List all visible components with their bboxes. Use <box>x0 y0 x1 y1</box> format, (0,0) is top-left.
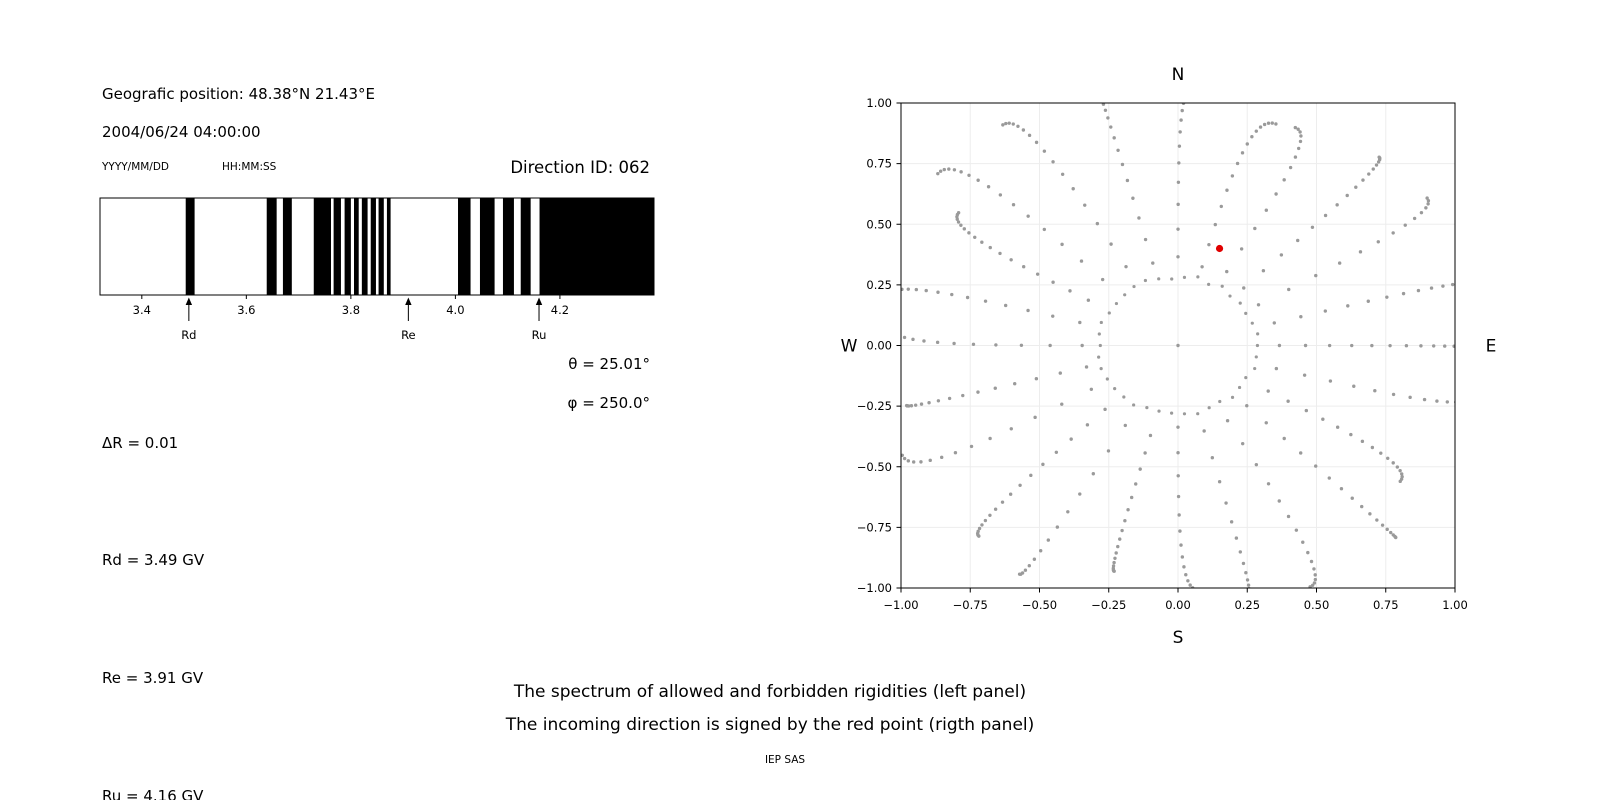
svg-text:4.2: 4.2 <box>551 303 569 317</box>
svg-text:−0.25: −0.25 <box>857 399 892 413</box>
ru-value: Ru = 4.16 GV <box>102 787 204 800</box>
direction-id-text: Direction ID: 062 <box>510 158 650 177</box>
rigidity-spectrum-chart: 3.4 3.6 3.8 4.0 4.2 Rd Re Ru <box>99 197 655 342</box>
parameters-right-column: θ = 25.01° φ = 250.0° <box>99 345 650 424</box>
svg-text:Rd: Rd <box>181 328 196 342</box>
rigidity-spectrum-panel: 3.4 3.6 3.8 4.0 4.2 Rd Re Ru <box>99 197 655 359</box>
svg-text:0.25: 0.25 <box>866 278 892 292</box>
svg-text:0.75: 0.75 <box>866 157 892 171</box>
svg-text:−1.00: −1.00 <box>883 598 918 612</box>
credit-text: IEP SAS <box>764 754 806 766</box>
svg-text:−0.75: −0.75 <box>857 520 892 534</box>
svg-text:E: E <box>1486 337 1497 357</box>
rd-value: Rd = 3.49 GV <box>102 551 205 570</box>
time-format-label: HH:MM:SS <box>222 161 277 173</box>
figure-caption: The spectrum of allowed and forbidden ri… <box>70 676 1470 742</box>
svg-text:3.6: 3.6 <box>237 303 255 317</box>
theta-value: θ = 25.01° <box>568 355 650 373</box>
caption-line-2: The incoming direction is signed by the … <box>505 715 1035 735</box>
svg-text:1.00: 1.00 <box>1442 598 1468 612</box>
svg-text:4.0: 4.0 <box>446 303 464 317</box>
delta-r-value: ΔR = 0.01 <box>102 433 179 452</box>
svg-text:−1.00: −1.00 <box>857 581 892 595</box>
geo-position-text: Geografic position: 48.38°N 21.43°E <box>102 85 375 103</box>
svg-text:0.75: 0.75 <box>1373 598 1399 612</box>
incoming-direction-panel: −1.00 −0.75 −0.50 −0.25 0.00 0.25 0.50 0.75 1.00… <box>830 40 1510 664</box>
svg-text:0.25: 0.25 <box>1234 598 1260 612</box>
svg-text:−0.75: −0.75 <box>953 598 988 612</box>
svg-text:N: N <box>1172 65 1185 85</box>
svg-text:−0.50: −0.50 <box>1022 598 1057 612</box>
svg-text:0.50: 0.50 <box>866 217 892 231</box>
datetime-text: 2004/06/24 04:00:00 <box>102 123 261 141</box>
svg-text:−0.25: −0.25 <box>1091 598 1126 612</box>
re-value: Re = 3.91 GV <box>102 669 204 688</box>
svg-text:3.8: 3.8 <box>342 303 360 317</box>
datetime-format-row: YYYY/MM/DD HH:MM:SS <box>102 161 276 173</box>
svg-text:3.4: 3.4 <box>133 303 151 317</box>
svg-text:1.00: 1.00 <box>866 96 892 110</box>
svg-text:0.50: 0.50 <box>1304 598 1330 612</box>
date-format-label: YYYY/MM/DD <box>102 161 170 173</box>
phi-value: φ = 250.0° <box>567 394 650 413</box>
svg-text:S: S <box>1173 628 1184 648</box>
svg-text:0.00: 0.00 <box>1165 598 1191 612</box>
svg-text:Re: Re <box>401 328 416 342</box>
svg-text:0.00: 0.00 <box>866 339 892 353</box>
incoming-direction-chart: −1.00 −0.75 −0.50 −0.25 0.00 0.25 0.50 0.75 1.00… <box>841 65 1497 648</box>
parameters-left-column: ΔR = 0.01 Rd = 3.49 GV Re = 3.91 GV Ru =… <box>102 345 268 800</box>
svg-text:W: W <box>841 337 858 357</box>
caption-line-1: The spectrum of allowed and forbidden ri… <box>513 682 1027 702</box>
svg-text:Ru: Ru <box>532 328 547 342</box>
svg-text:−0.50: −0.50 <box>857 460 892 474</box>
